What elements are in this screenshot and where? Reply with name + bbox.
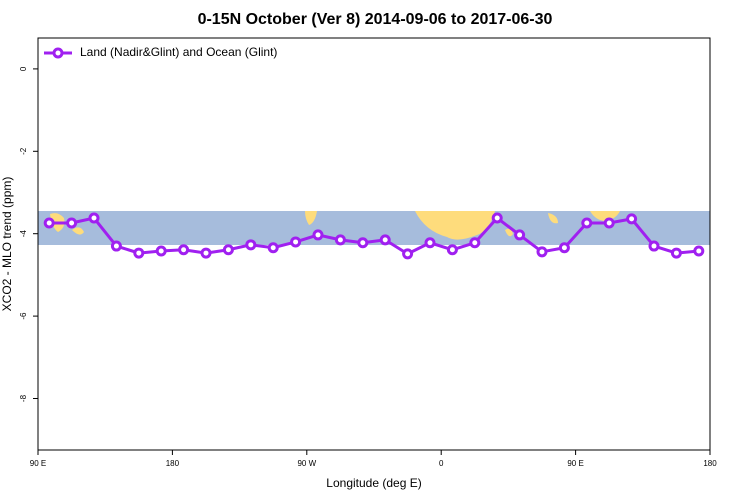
data-point bbox=[110, 240, 122, 252]
data-point bbox=[469, 237, 481, 249]
data-point bbox=[245, 239, 257, 251]
y-tick-label: -8 bbox=[19, 394, 28, 402]
x-axis-label: Longitude (deg E) bbox=[326, 476, 421, 490]
map-strip bbox=[38, 211, 710, 245]
data-point bbox=[43, 217, 55, 229]
data-point bbox=[514, 229, 526, 241]
data-point bbox=[402, 248, 414, 260]
data-point bbox=[334, 234, 346, 246]
x-tick-label: 0 bbox=[439, 459, 444, 468]
data-point bbox=[693, 245, 705, 257]
data-point bbox=[222, 244, 234, 256]
y-tick-label: -6 bbox=[19, 312, 28, 320]
data-point bbox=[155, 245, 167, 257]
data-point bbox=[88, 212, 100, 224]
data-point bbox=[312, 229, 324, 241]
data-point bbox=[603, 217, 615, 229]
y-axis-label: XCO2 - MLO trend (ppm) bbox=[0, 177, 14, 312]
data-point bbox=[178, 244, 190, 256]
chart-title: 0-15N October (Ver 8) 2014-09-06 to 2017… bbox=[198, 11, 553, 28]
x-tick-label: 90 E bbox=[30, 459, 46, 468]
y-tick-label: -4 bbox=[19, 230, 28, 238]
data-point bbox=[290, 236, 302, 248]
data-point bbox=[581, 217, 593, 229]
x-tick-label: 90 E bbox=[567, 459, 583, 468]
data-point bbox=[267, 242, 279, 254]
legend-label: Land (Nadir&Glint) and Ocean (Glint) bbox=[80, 45, 277, 59]
plot-frame bbox=[37, 37, 711, 451]
data-point bbox=[133, 247, 145, 259]
data-point bbox=[558, 242, 570, 254]
x-tick-label: 180 bbox=[703, 459, 717, 468]
data-point bbox=[446, 244, 458, 256]
data-point bbox=[648, 240, 660, 252]
x-tick-label: 180 bbox=[166, 459, 180, 468]
y-tick-label: 0 bbox=[19, 66, 28, 71]
data-point bbox=[424, 237, 436, 249]
data-point bbox=[357, 237, 369, 249]
y-tick-label: -2 bbox=[19, 147, 28, 155]
x-tick-label: 90 W bbox=[297, 459, 316, 468]
data-point bbox=[491, 212, 503, 224]
data-point bbox=[626, 213, 638, 225]
legend-marker bbox=[52, 47, 64, 59]
data-point bbox=[200, 247, 212, 259]
data-point bbox=[66, 217, 78, 229]
data-point bbox=[379, 234, 391, 246]
data-point bbox=[536, 246, 548, 258]
data-point bbox=[670, 247, 682, 259]
